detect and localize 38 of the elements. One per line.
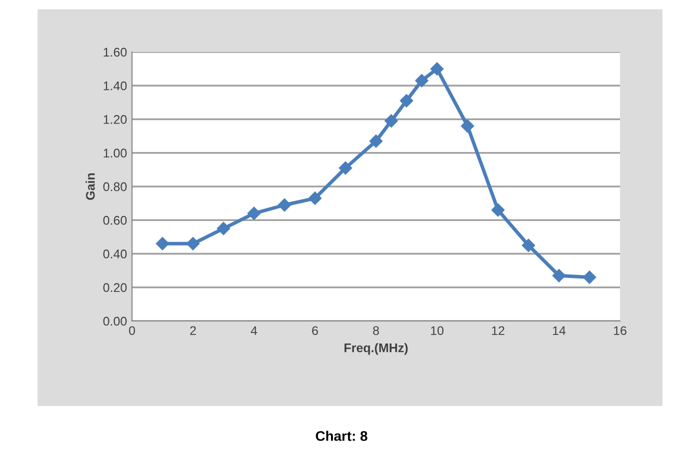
y-axis-title: Gain <box>86 173 95 200</box>
point <box>186 237 200 250</box>
point <box>460 119 474 133</box>
x-tick-label: 8 <box>373 326 379 336</box>
text: Chart: 8 <box>316 430 368 441</box>
point <box>582 270 596 284</box>
point <box>552 269 566 282</box>
y-tick-label: 0.80 <box>103 182 127 192</box>
point <box>430 62 444 76</box>
y-tick-label: 1.40 <box>104 81 127 90</box>
x-tick-label: 6 <box>312 326 318 336</box>
point <box>522 238 536 252</box>
point <box>278 198 292 212</box>
point <box>338 161 352 175</box>
y-tick-label: 0.00 <box>103 316 127 326</box>
point <box>369 134 383 148</box>
x-axis-title: Freq.(MHz) <box>344 343 408 355</box>
x-tick-label: 0 <box>129 326 135 336</box>
x-tick-label: 16 <box>614 326 626 336</box>
x-tick-label: 2 <box>190 326 196 335</box>
point <box>247 206 261 220</box>
y-tick-label: 0.20 <box>103 283 127 292</box>
x-tick-label: 14 <box>553 326 566 335</box>
y-tick-label: 1.20 <box>104 115 127 124</box>
point <box>400 94 414 108</box>
y-tick-label: 1.60 <box>104 48 127 57</box>
y-tick-label: 0.60 <box>103 216 127 225</box>
x-tick-label: 4 <box>250 326 258 335</box>
point <box>156 237 170 250</box>
point <box>491 203 505 217</box>
y-tick-label: 0.40 <box>103 250 127 258</box>
x-tick-label: 12 <box>492 326 504 335</box>
point <box>308 192 322 205</box>
point <box>415 74 428 88</box>
x-tick-label: 10 <box>431 326 444 336</box>
point <box>384 114 398 128</box>
point <box>216 222 230 236</box>
y-tick-label: 1.00 <box>104 148 127 158</box>
